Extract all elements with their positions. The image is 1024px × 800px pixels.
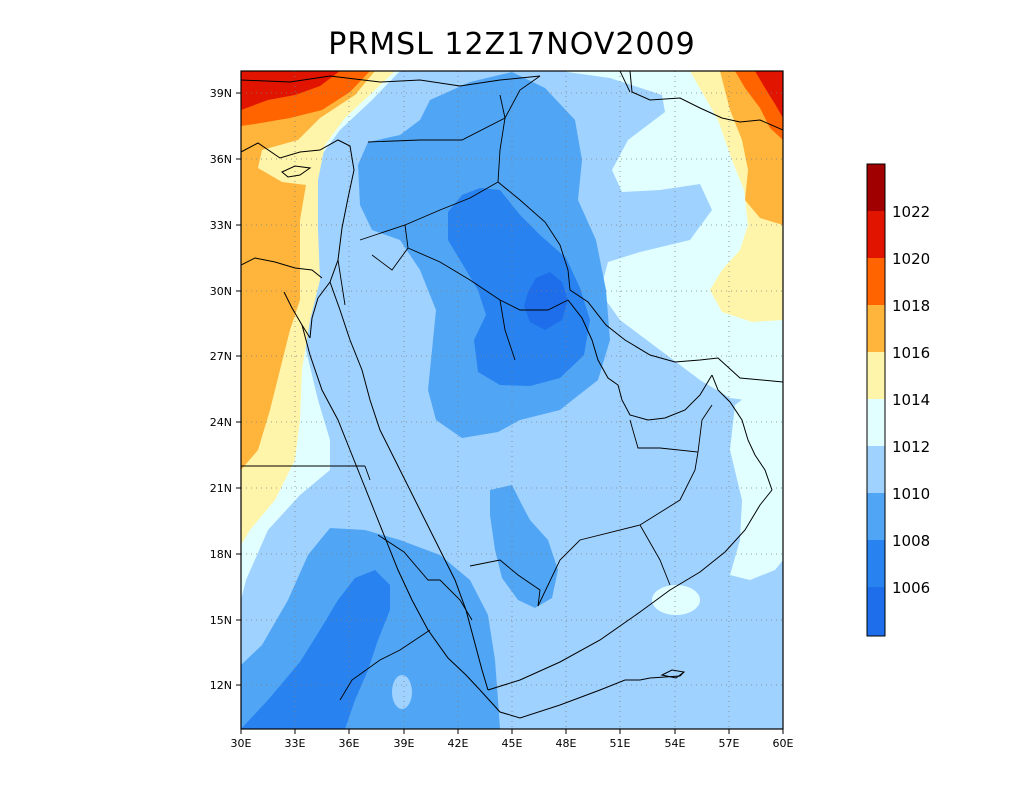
lat-lon-grid — [241, 71, 783, 729]
x-tick-label: 60E — [773, 737, 794, 750]
colorbar-label: 1014 — [892, 391, 930, 409]
field-1012-1014-northeast — [560, 71, 783, 410]
colorbar: 1022 1020 1018 1016 1014 1012 1010 1008 … — [866, 163, 930, 637]
field-1006-1008-ethiopia — [241, 570, 390, 729]
y-tick-label: 12N — [210, 679, 232, 692]
field-1010-1012-spot — [392, 675, 412, 709]
colorbar-label: 1018 — [892, 297, 930, 315]
x-axis: 30E 33E 36E 39E 42E 45E 48E 51E 54E 57E … — [231, 729, 794, 750]
y-tick-label: 24N — [210, 416, 232, 429]
colorbar-swatch — [867, 258, 885, 305]
colorbar-swatch — [867, 399, 885, 446]
x-tick-label: 36E — [339, 737, 360, 750]
field-1008-1010-yemen — [490, 485, 558, 608]
x-tick-label: 51E — [610, 737, 631, 750]
colorbar-swatch — [867, 493, 885, 540]
colorbar-swatch — [867, 352, 885, 399]
colorbar-border — [866, 163, 886, 637]
borders — [241, 71, 713, 701]
y-tick-label: 33N — [210, 219, 232, 232]
y-tick-label: 18N — [210, 548, 232, 561]
colorbar-swatch — [867, 587, 885, 636]
map-title: PRMSL 12Z17NOV2009 — [328, 27, 695, 62]
x-tick-label: 45E — [502, 737, 523, 750]
y-tick-label: 27N — [210, 350, 232, 363]
x-tick-label: 48E — [556, 737, 577, 750]
field-below-1006 — [524, 272, 568, 330]
y-tick-label: 21N — [210, 482, 232, 495]
x-tick-label: 54E — [665, 737, 686, 750]
x-tick-label: 30E — [231, 737, 252, 750]
coastlines — [241, 71, 783, 719]
y-tick-label: 36N — [210, 153, 232, 166]
y-axis: 39N 36N 33N 30N 27N 24N 21N 18N 15N 12N — [210, 87, 241, 692]
field-1020-1022-northeast — [755, 71, 783, 118]
x-tick-label: 57E — [719, 737, 740, 750]
y-tick-label: 39N — [210, 87, 232, 100]
colorbar-label: 1006 — [892, 579, 930, 597]
colorbar-label: 1022 — [892, 203, 930, 221]
field-1012-1014-arabian-sea — [652, 585, 700, 615]
x-tick-label: 42E — [448, 737, 469, 750]
colorbar-swatch — [867, 211, 885, 258]
colorbar-label: 1008 — [892, 532, 930, 550]
colorbar-swatch — [867, 164, 885, 211]
field-1016-1018-west — [241, 71, 375, 470]
field-1006-1008-iraq — [448, 188, 590, 386]
colorbar-label: 1016 — [892, 344, 930, 362]
y-tick-label: 15N — [210, 614, 232, 627]
x-tick-label: 33E — [285, 737, 306, 750]
x-tick-label: 39E — [394, 737, 415, 750]
colorbar-label: 1010 — [892, 485, 930, 503]
pressure-map — [241, 71, 783, 729]
colorbar-swatch — [867, 446, 885, 493]
colorbar-swatch — [867, 305, 885, 352]
colorbar-label: 1020 — [892, 250, 930, 268]
colorbar-swatch — [867, 540, 885, 587]
y-tick-label: 30N — [210, 285, 232, 298]
colorbar-label: 1012 — [892, 438, 930, 456]
